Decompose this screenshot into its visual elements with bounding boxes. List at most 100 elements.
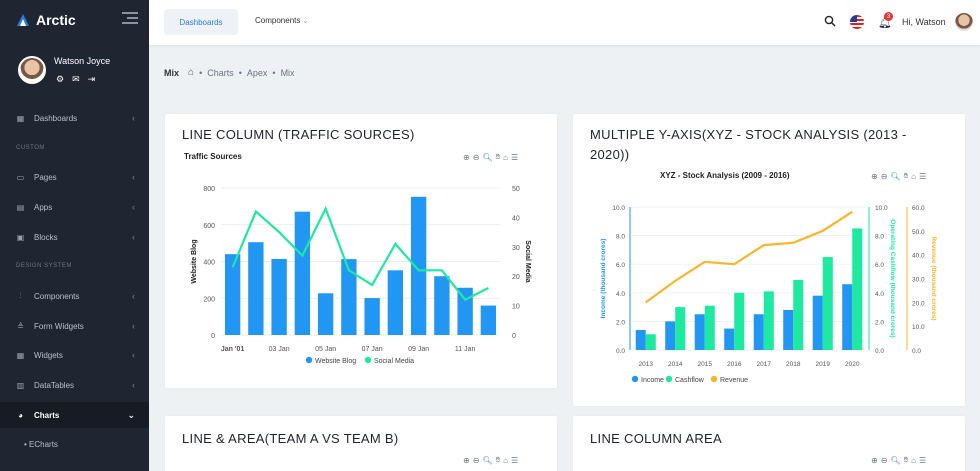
pan-hand-icon[interactable]: ✋︎	[903, 171, 909, 180]
y-axis-label-left: Income (thousand crores)	[600, 239, 607, 319]
bar-income	[842, 284, 853, 350]
zoom-out-icon[interactable]: ⊖	[880, 455, 888, 465]
tab-components[interactable]: Components ⌄	[255, 16, 308, 25]
zoom-out-icon[interactable]: ⊖	[472, 152, 480, 162]
sidebar-item-charts[interactable]: ◕ Charts ⌄	[0, 402, 149, 428]
breadcrumb-item[interactable]: Charts	[207, 67, 234, 78]
bar-cashflow	[763, 291, 774, 350]
sidebar-item-pages[interactable]: ▭ Pages ‹	[0, 164, 149, 190]
y-tick-label-middle: 0.0	[875, 348, 884, 355]
chevron-left-icon: ‹	[132, 380, 135, 390]
sidebar-item-widgets[interactable]: ▦ Widgets ‹	[0, 342, 149, 368]
series-line-social-media	[231, 205, 489, 302]
zoom-out-icon[interactable]: ⊖	[472, 455, 480, 465]
zoom-out-icon[interactable]: ⊖	[880, 171, 888, 181]
bar-income	[635, 329, 646, 350]
sidebar-item-label: Charts	[34, 410, 60, 420]
sidebar-item-label: Form Widgets	[34, 321, 84, 331]
x-tick-label: 2013	[639, 361, 654, 368]
y-tick-label-left: 200	[203, 296, 215, 303]
sidebar-item-label: Pages	[34, 172, 57, 182]
avatar[interactable]	[18, 56, 46, 84]
sidebar-subitem-echarts[interactable]: • ECharts	[24, 440, 58, 449]
legend-label: Revenue	[720, 377, 748, 384]
chart-toolbar: ⊕ ⊖ 🔍︎ ✋︎ ⌂ ☰	[463, 455, 518, 465]
menu-toggle-icon[interactable]	[122, 12, 138, 27]
breadcrumb-separator: •	[199, 67, 203, 78]
pan-hand-icon[interactable]: ✋︎	[495, 152, 501, 161]
card-title: LINE COLUMN AREA	[590, 431, 722, 446]
sidebar-item-components[interactable]: ⫶ Components ‹	[0, 283, 149, 309]
x-tick-label: Jan '01	[221, 346, 245, 353]
zoom-select-icon[interactable]: 🔍︎	[890, 171, 901, 181]
bar-income	[753, 314, 764, 350]
zoom-in-icon[interactable]: ⊕	[871, 455, 878, 465]
breadcrumb-separator: •	[272, 67, 276, 78]
y-tick-label-left: 4.0	[616, 291, 625, 298]
pan-hand-icon[interactable]: ✋︎	[495, 455, 501, 464]
settings-gear-icon[interactable]: ⚙	[56, 74, 65, 84]
x-tick-label: 05 Jan	[315, 346, 336, 353]
language-flag-icon[interactable]	[850, 15, 864, 29]
zoom-select-icon[interactable]: 🔍︎	[482, 455, 493, 465]
chart-card-line-area: LINE & AREA(TEAM A VS TEAM B) ⊕ ⊖ 🔍︎ ✋︎ ⌂ ☰	[165, 416, 557, 471]
breadcrumb-item[interactable]: Apex	[246, 67, 268, 78]
zoom-select-icon[interactable]: 🔍︎	[890, 455, 901, 465]
bar	[410, 196, 427, 335]
bar	[271, 258, 287, 335]
sidebar-item-label: Widgets	[34, 350, 63, 360]
bar	[457, 287, 473, 335]
bar-cashflow	[852, 228, 863, 350]
bar-cashflow	[822, 257, 833, 350]
menu-icon[interactable]: ☰	[918, 455, 927, 465]
y-tick-label-middle: 8.0	[875, 234, 884, 241]
reset-home-icon[interactable]: ⌂	[911, 171, 916, 181]
pan-hand-icon[interactable]: ✋︎	[903, 455, 909, 464]
y-tick-label-left: 6.0	[616, 262, 625, 269]
y-tick-label-right: 30.0	[912, 277, 925, 284]
sidebar-item-datatables[interactable]: ▥ DataTables ‹	[0, 372, 149, 398]
reset-home-icon[interactable]: ⌂	[503, 455, 508, 465]
chevron-left-icon: ‹	[132, 321, 135, 331]
bar-cashflow	[704, 305, 715, 350]
user-greeting[interactable]: Hi, Watson	[902, 17, 946, 27]
sidebar-item-apps[interactable]: ▤ Apps ‹	[0, 194, 149, 220]
zoom-in-icon[interactable]: ⊕	[871, 171, 878, 181]
bar-cashflow	[793, 279, 804, 350]
sidebar-item-blocks[interactable]: ▣ Blocks ‹	[0, 224, 149, 250]
search-icon[interactable]	[824, 15, 836, 27]
tab-dashboards[interactable]: Dashboards	[164, 9, 238, 35]
menu-icon[interactable]: ☰	[510, 152, 519, 162]
user-name: Watson Joyce	[54, 56, 111, 66]
chart-card-line-column-area: LINE COLUMN AREA ⊕ ⊖ 🔍︎ ✋︎ ⌂ ☰	[573, 416, 965, 471]
home-icon[interactable]: ⌂	[188, 67, 195, 78]
form-icon: ≜	[17, 321, 24, 331]
zoom-select-icon[interactable]: 🔍︎	[482, 152, 493, 162]
bar-income	[783, 309, 794, 350]
zoom-in-icon[interactable]: ⊕	[463, 455, 470, 465]
mail-icon[interactable]: ✉	[72, 74, 80, 84]
y-tick-label-left: 600	[203, 223, 215, 230]
apps-icon: ▤	[16, 202, 25, 212]
sidebar-item-dashboards[interactable]: ▦ Dashboards ‹	[0, 105, 149, 131]
section-label-design-system: DESIGN SYSTEM	[16, 263, 72, 269]
legend-label: Social Media	[374, 358, 414, 365]
brand[interactable]: Arctic	[0, 0, 149, 40]
x-tick-label: 2016	[727, 361, 742, 368]
card-title: LINE COLUMN (TRAFFIC SOURCES)	[182, 127, 415, 142]
chart-toolbar: ⊕ ⊖ 🔍︎ ✋︎ ⌂ ☰	[463, 152, 518, 162]
sidebar-item-form-widgets[interactable]: ≜ Form Widgets ‹	[0, 313, 149, 339]
y-tick-label-right: 0.0	[912, 348, 921, 355]
legend-label: Cashflow	[675, 377, 705, 384]
menu-icon[interactable]: ☰	[510, 455, 519, 465]
reset-home-icon[interactable]: ⌂	[911, 455, 916, 465]
bar-income	[812, 295, 823, 350]
zoom-in-icon[interactable]: ⊕	[463, 152, 470, 162]
menu-icon[interactable]: ☰	[918, 171, 927, 181]
tab-components-label: Components	[255, 16, 301, 25]
logout-icon[interactable]: ⇥	[87, 74, 96, 84]
reset-home-icon[interactable]: ⌂	[503, 152, 508, 162]
sliders-icon: ⫶	[19, 291, 22, 300]
avatar[interactable]	[955, 13, 973, 31]
legend-label: Income	[641, 377, 664, 384]
